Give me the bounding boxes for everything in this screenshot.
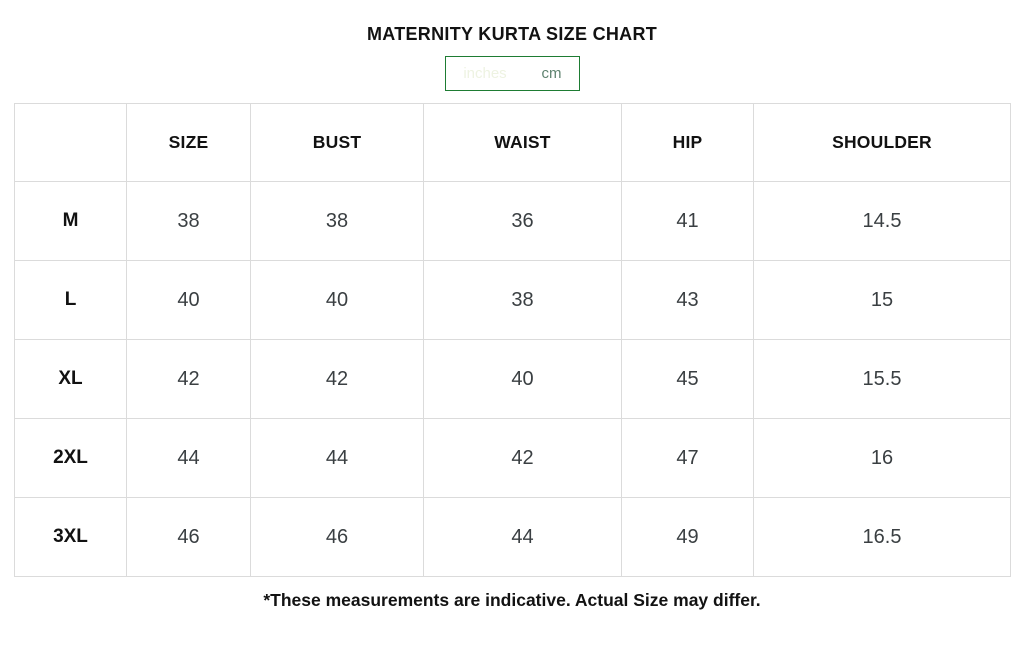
cell-shoulder: 15.5 [753, 339, 1011, 419]
cell-bust: 40 [250, 260, 424, 340]
row-label: M [14, 181, 127, 261]
cell-shoulder: 16.5 [753, 497, 1011, 577]
row-label: XL [14, 339, 127, 419]
header-waist: WAIST [423, 103, 622, 182]
cell-bust: 38 [250, 181, 424, 261]
table-row-l: L 40 40 38 43 15 [14, 260, 1011, 340]
size-chart-page: MATERNITY KURTA SIZE CHART inches cm SIZ… [0, 24, 1024, 659]
cell-shoulder: 16 [753, 418, 1011, 498]
table-row-2xl: 2XL 44 44 42 47 16 [14, 418, 1011, 498]
cell-bust: 44 [250, 418, 424, 498]
unit-toggle: inches cm [444, 56, 580, 91]
cell-size: 42 [126, 339, 251, 419]
cell-shoulder: 15 [753, 260, 1011, 340]
cell-waist: 40 [423, 339, 622, 419]
cell-bust: 46 [250, 497, 424, 577]
header-size: SIZE [126, 103, 251, 182]
table-row-xl: XL 42 42 40 45 15.5 [14, 339, 1011, 419]
cell-size: 46 [126, 497, 251, 577]
cell-waist: 36 [423, 181, 622, 261]
cell-hip: 43 [621, 260, 754, 340]
unit-cm-button[interactable]: cm [525, 57, 579, 90]
unit-inches-button[interactable]: inches [446, 57, 525, 90]
cell-hip: 47 [621, 418, 754, 498]
size-chart-table-wrapper: SIZE BUST WAIST HIP SHOULDER M 38 38 36 … [14, 103, 1011, 577]
cell-hip: 45 [621, 339, 754, 419]
row-label: L [14, 260, 127, 340]
cell-waist: 44 [423, 497, 622, 577]
cell-hip: 41 [621, 181, 754, 261]
cell-size: 44 [126, 418, 251, 498]
disclaimer-note: *These measurements are indicative. Actu… [263, 590, 761, 610]
cell-hip: 49 [621, 497, 754, 577]
header-shoulder: SHOULDER [753, 103, 1011, 182]
row-label: 3XL [14, 497, 127, 577]
table-row-m: M 38 38 36 41 14.5 [14, 181, 1011, 261]
page-title: MATERNITY KURTA SIZE CHART [366, 24, 658, 44]
table-row-3xl: 3XL 46 46 44 49 16.5 [14, 497, 1011, 577]
cell-shoulder: 14.5 [753, 181, 1011, 261]
header-hip: HIP [621, 103, 754, 182]
unit-toggle-wrapper: inches cm [0, 56, 1024, 91]
size-chart-table: SIZE BUST WAIST HIP SHOULDER M 38 38 36 … [14, 103, 1011, 577]
cell-waist: 38 [423, 260, 622, 340]
table-header-row: SIZE BUST WAIST HIP SHOULDER [14, 103, 1011, 182]
cell-bust: 42 [250, 339, 424, 419]
row-label: 2XL [14, 418, 127, 498]
cell-size: 38 [126, 181, 251, 261]
cell-waist: 42 [423, 418, 622, 498]
header-bust: BUST [250, 103, 424, 182]
cell-size: 40 [126, 260, 251, 340]
header-empty [14, 103, 127, 182]
